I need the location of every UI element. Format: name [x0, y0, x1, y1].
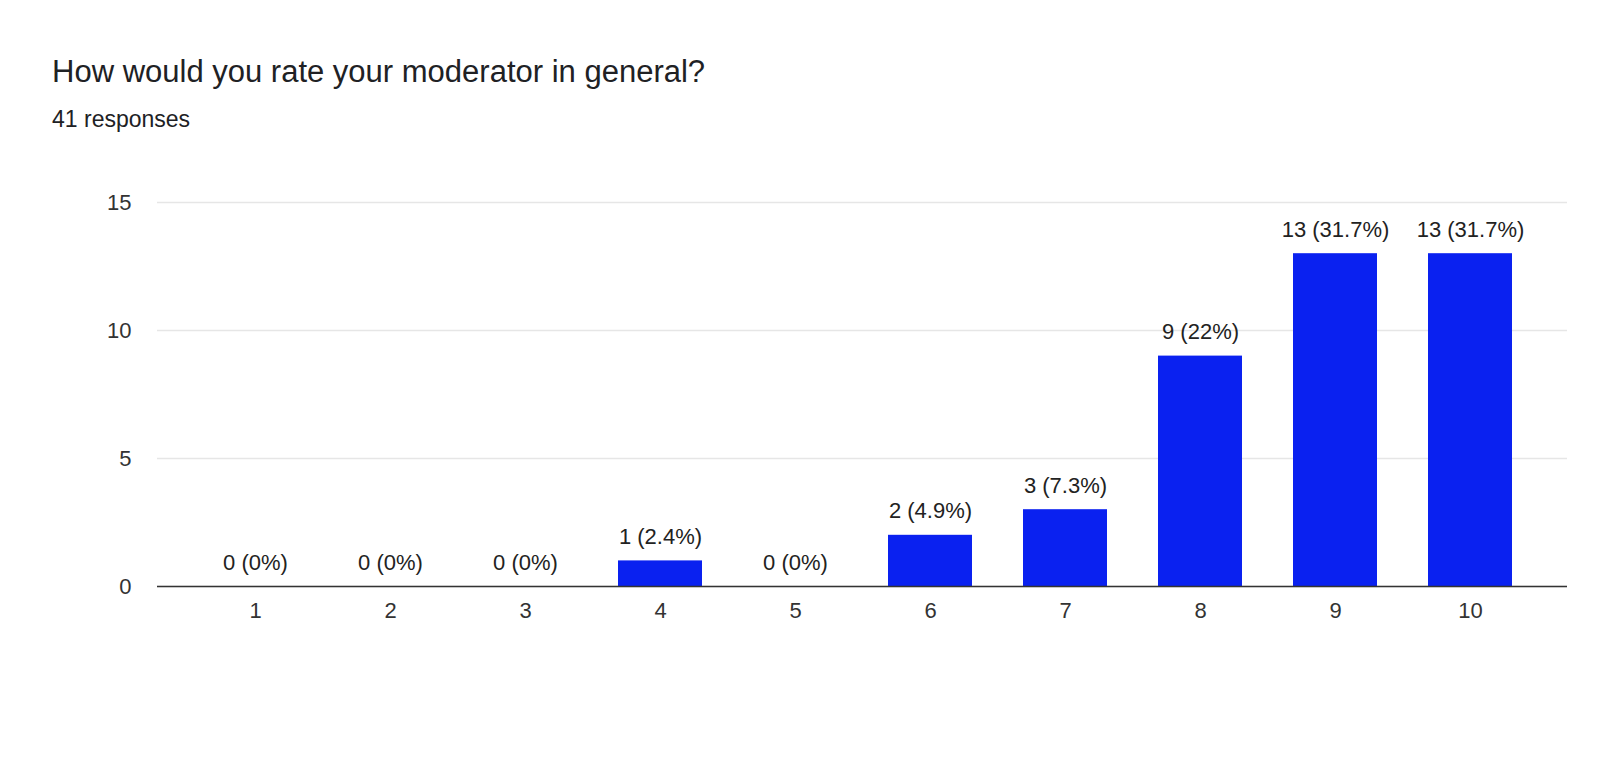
svg-text:10: 10 [1458, 598, 1482, 623]
svg-text:0 (0%): 0 (0%) [223, 550, 288, 575]
svg-text:2 (4.9%): 2 (4.9%) [889, 498, 972, 523]
svg-text:1 (2.4%): 1 (2.4%) [619, 524, 702, 549]
svg-text:13 (31.7%): 13 (31.7%) [1417, 217, 1525, 242]
html-text:41 responses: 41 responses [52, 106, 191, 132]
svg-text:2: 2 [384, 598, 396, 623]
svg-text:9 (22%): 9 (22%) [1162, 319, 1239, 344]
svg-text:9: 9 [1329, 598, 1341, 623]
svg-text:13 (31.7%): 13 (31.7%) [1282, 217, 1390, 242]
svg-text:7: 7 [1059, 598, 1071, 623]
svg-text:0 (0%): 0 (0%) [763, 550, 828, 575]
svg-text:8: 8 [1194, 598, 1206, 623]
svg-text:10: 10 [107, 318, 131, 343]
svg-text:5: 5 [119, 446, 131, 471]
svg-text:6: 6 [924, 598, 936, 623]
svg-text:0 (0%): 0 (0%) [493, 550, 558, 575]
svg-text:0: 0 [119, 574, 131, 599]
svg-text:15: 15 [107, 190, 131, 215]
html-text:How would you rate your modera: How would you rate your moderator in gen… [52, 54, 706, 89]
svg-text:1: 1 [249, 598, 261, 623]
svg-text:4: 4 [654, 598, 666, 623]
svg-text:5: 5 [789, 598, 801, 623]
svg-text:0 (0%): 0 (0%) [358, 550, 423, 575]
svg-text:3: 3 [519, 598, 531, 623]
svg-text:3 (7.3%): 3 (7.3%) [1024, 473, 1107, 498]
